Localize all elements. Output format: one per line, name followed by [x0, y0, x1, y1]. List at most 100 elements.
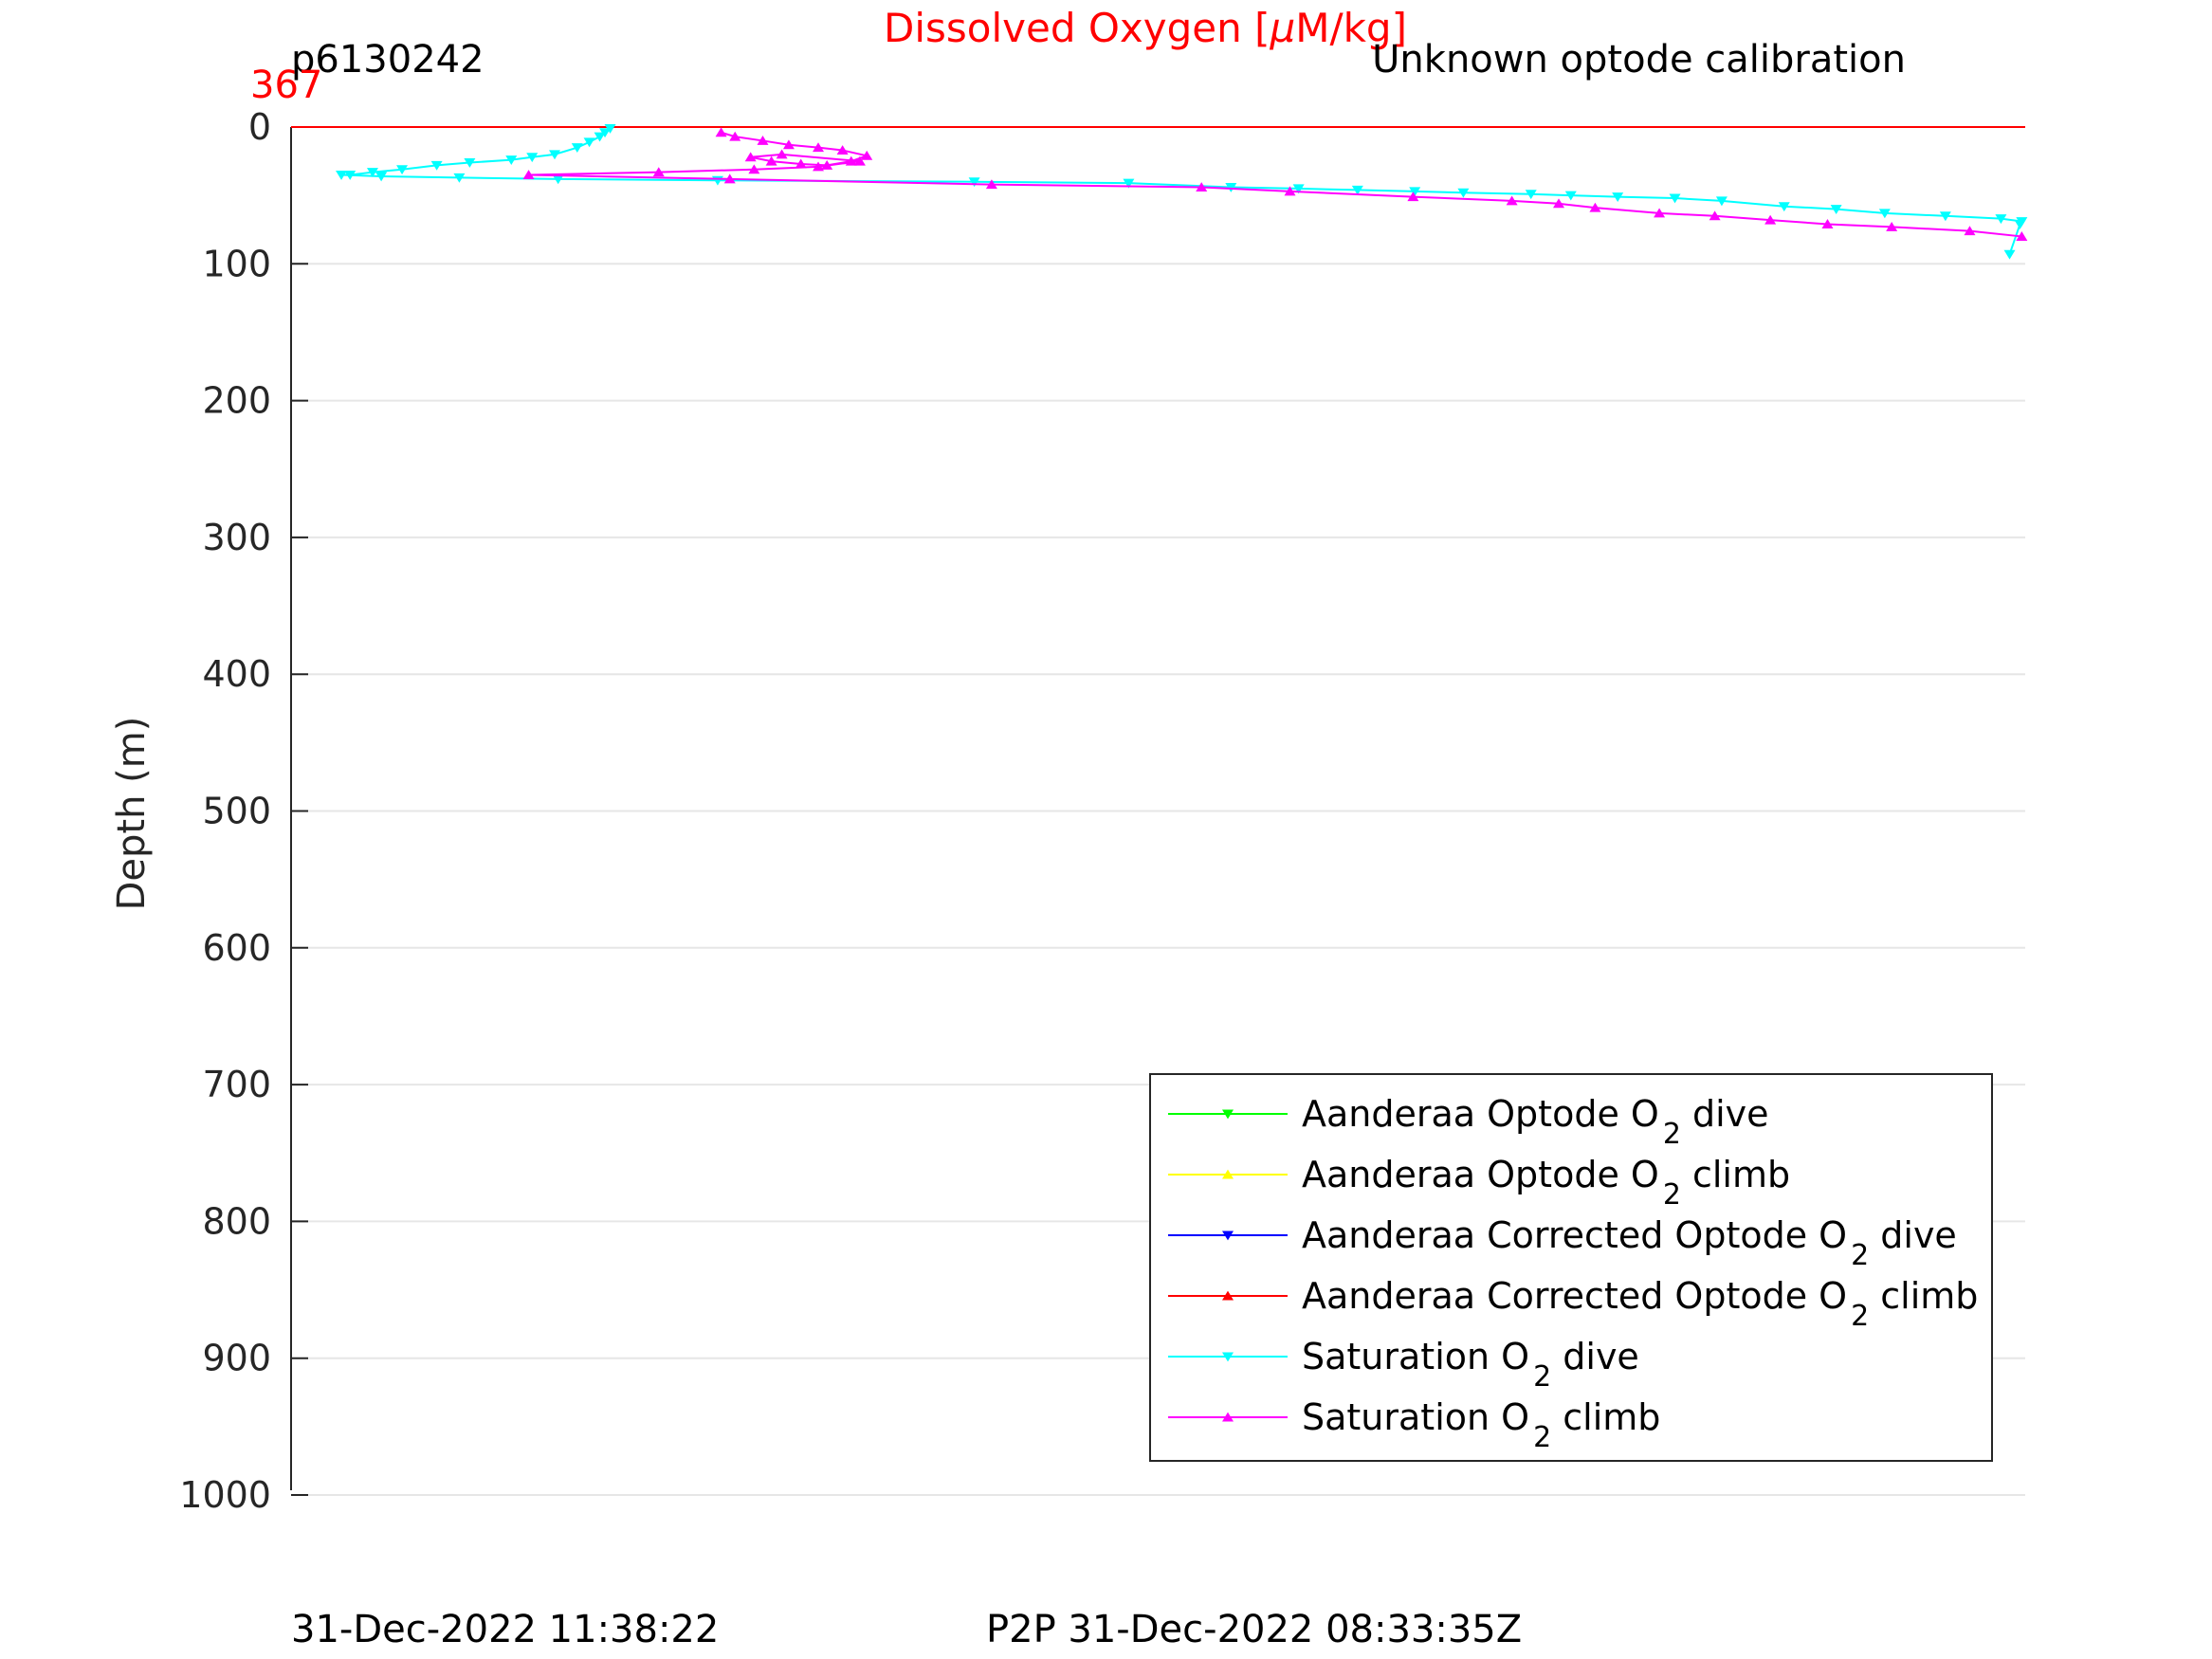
- legend-marker: [1222, 1290, 1234, 1301]
- series-line: [341, 127, 2024, 255]
- data-point: [765, 155, 777, 166]
- data-point: [1506, 195, 1518, 206]
- data-point: [336, 171, 348, 180]
- data-point: [861, 150, 873, 160]
- data-point: [2003, 249, 2016, 260]
- data-point: [813, 161, 825, 172]
- p2p-timestamp: P2P 31-Dec-2022 08:33:35Z: [986, 1608, 1522, 1651]
- series-1: [336, 123, 2028, 260]
- y-tick-label: 1000: [179, 1474, 271, 1516]
- legend-marker: [1222, 1412, 1234, 1422]
- legend-marker: [1222, 1169, 1234, 1179]
- data-point: [1709, 210, 1721, 221]
- plot-timestamp: 31-Dec-2022 11:38:22: [291, 1608, 719, 1651]
- data-point: [366, 168, 378, 178]
- data-point: [1552, 198, 1564, 209]
- legend-marker: [1222, 1231, 1234, 1241]
- legend-marker: [1222, 1109, 1234, 1120]
- data-point: [1564, 191, 1577, 201]
- data-point: [344, 171, 356, 180]
- y-tick-label: 800: [202, 1200, 271, 1242]
- data-point: [430, 160, 443, 171]
- data-point: [836, 145, 849, 155]
- data-point: [1589, 202, 1601, 212]
- data-point: [813, 142, 825, 153]
- data-point: [1525, 190, 1537, 200]
- data-point: [1715, 196, 1728, 207]
- data-point: [1407, 191, 1419, 202]
- data-point: [396, 165, 409, 175]
- glider-id: p6130242: [291, 38, 484, 82]
- data-point: [2016, 231, 2028, 241]
- data-point: [1878, 209, 1891, 219]
- y-tick-label: 200: [202, 380, 271, 422]
- data-point: [782, 139, 795, 150]
- data-point: [723, 173, 736, 184]
- data-point: [505, 155, 518, 166]
- y-axis-label: Depth (m): [110, 717, 154, 911]
- data-point: [1409, 187, 1421, 197]
- data-point: [853, 155, 866, 166]
- data-point: [729, 131, 741, 141]
- data-point: [594, 132, 606, 142]
- data-point: [1196, 182, 1208, 191]
- data-point: [1995, 214, 2007, 225]
- data-point: [1654, 208, 1666, 218]
- data-series: [291, 123, 2028, 260]
- data-point: [652, 167, 665, 177]
- series-2: [522, 127, 2028, 241]
- data-point: [571, 143, 583, 154]
- data-point: [453, 173, 466, 183]
- data-point: [1821, 219, 1834, 228]
- data-point: [522, 170, 535, 180]
- data-point: [549, 150, 561, 160]
- data-point: [375, 172, 388, 182]
- data-point: [1964, 226, 1976, 236]
- data-point: [1939, 211, 1951, 222]
- data-point: [968, 177, 980, 188]
- data-point: [583, 137, 595, 148]
- data-point: [1284, 186, 1296, 196]
- y-tick-label: 0: [248, 106, 271, 148]
- data-point: [795, 158, 807, 169]
- y-ticks: 0 100 200 300 400 500 600 700 800 900 1000: [179, 106, 308, 1516]
- data-point: [748, 164, 760, 174]
- y-tick-label: 900: [202, 1338, 271, 1379]
- data-point: [985, 179, 997, 190]
- data-point: [1778, 202, 1790, 212]
- y-tick-label: 700: [202, 1064, 271, 1105]
- data-point: [2014, 219, 2026, 229]
- y-tick-label: 300: [202, 517, 271, 558]
- legend-box: [1149, 1073, 1993, 1462]
- data-point: [1669, 193, 1681, 204]
- data-point: [821, 160, 833, 170]
- data-point: [1351, 185, 1363, 195]
- y-tick-label: 500: [202, 791, 271, 832]
- data-point: [1123, 178, 1135, 189]
- y-tick-label: 600: [202, 927, 271, 969]
- data-point: [526, 153, 539, 163]
- data-point: [1764, 214, 1777, 225]
- data-point: [715, 127, 727, 137]
- data-point: [464, 158, 476, 168]
- y-tick-label: 400: [202, 653, 271, 695]
- data-point: [744, 152, 757, 162]
- data-point: [1830, 205, 1842, 214]
- chart-title: Dissolved Oxygen [μM/kg]: [884, 5, 1407, 51]
- calibration-note: Unknown optode calibration: [1372, 38, 1906, 82]
- data-point: [776, 149, 788, 159]
- legend-marker: [1222, 1352, 1234, 1362]
- top-value-label: 367: [250, 64, 322, 107]
- data-point: [1886, 221, 1898, 231]
- data-point: [552, 174, 564, 185]
- y-tick-label: 100: [202, 243, 271, 284]
- data-point: [845, 155, 857, 166]
- data-point: [1612, 192, 1624, 202]
